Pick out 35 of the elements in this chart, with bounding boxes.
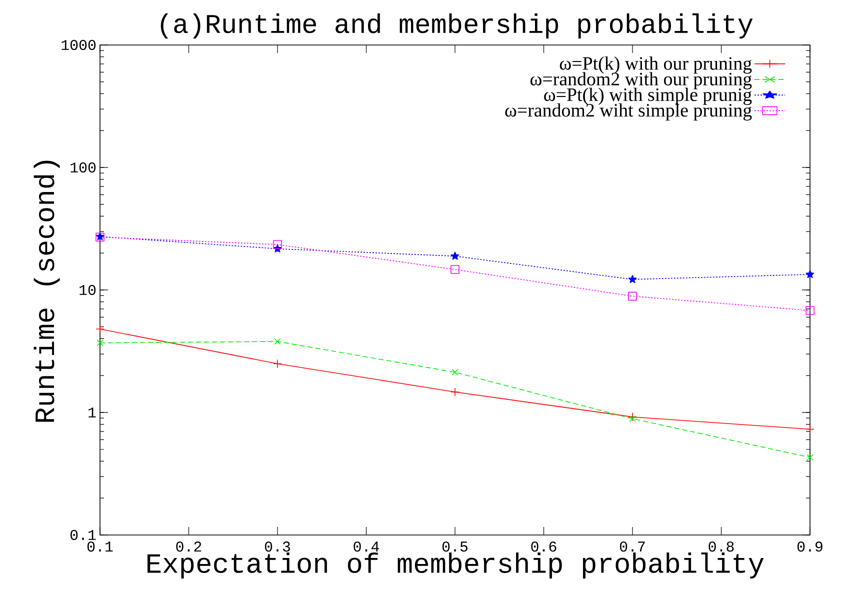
y-tick-label: 0.1 bbox=[70, 530, 96, 540]
x-tick-label: 0.5 bbox=[442, 542, 468, 552]
point bbox=[628, 412, 637, 422]
x-tick-label: 0.9 bbox=[797, 542, 822, 552]
y-axis-title: Runtime (second) bbox=[34, 160, 60, 422]
y-tick-label: 1 bbox=[88, 408, 96, 418]
y-tick-label: 10 bbox=[80, 284, 96, 296]
x-tick-label: 0.1 bbox=[87, 542, 113, 552]
x-tick-label: 0.7 bbox=[620, 542, 645, 552]
x-tick-label: 0.6 bbox=[531, 542, 556, 552]
point bbox=[450, 252, 460, 260]
x-tick-label: 0.4 bbox=[354, 542, 379, 552]
point bbox=[806, 270, 814, 278]
point bbox=[806, 424, 814, 434]
point bbox=[452, 369, 458, 376]
point bbox=[96, 324, 104, 334]
point bbox=[450, 265, 460, 274]
point bbox=[96, 340, 104, 346]
point bbox=[450, 388, 460, 396]
point bbox=[806, 306, 814, 315]
x-tick-label: 0.8 bbox=[708, 542, 734, 552]
point bbox=[629, 415, 636, 422]
y-tick-label: 100 bbox=[70, 162, 96, 173]
point bbox=[628, 292, 637, 301]
point bbox=[274, 338, 281, 345]
point bbox=[628, 275, 637, 284]
point bbox=[273, 240, 282, 249]
x-tick-label: 0.3 bbox=[264, 542, 290, 552]
y-tick-label: 1000 bbox=[62, 40, 96, 50]
legend-label: ω=random2 wiht simple pruning bbox=[505, 103, 752, 121]
x-tick-label: 0.2 bbox=[176, 542, 202, 552]
point bbox=[806, 454, 814, 461]
x-axis-title: Expectation of membership probability bbox=[148, 552, 764, 578]
point bbox=[273, 359, 282, 368]
chart-title: (a)Runtime and membership probability bbox=[160, 13, 753, 38]
